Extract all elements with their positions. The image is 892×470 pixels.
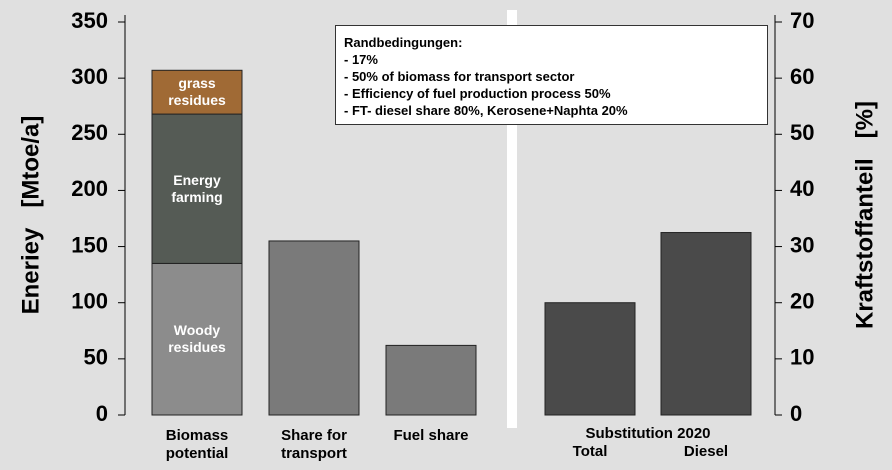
y-tick-label: 250	[71, 120, 108, 145]
y2-tick-label: 50	[790, 120, 814, 145]
x-tick-label: Share for transport	[269, 427, 359, 463]
annotation-line: - 17%	[344, 51, 767, 68]
x-tick-label: Biomass potential	[152, 427, 242, 463]
group-label: Substitution 2020	[545, 425, 751, 443]
y-tick-label: 0	[96, 401, 108, 426]
annotation-line: - FT- diesel share 80%, Kerosene+Naphta …	[344, 102, 767, 119]
x-tick-label: Fuel share	[386, 427, 476, 445]
y2-tick-label: 0	[790, 401, 802, 426]
y2-tick-label: 20	[790, 289, 814, 314]
annotation-line: - Efficiency of fuel production process …	[344, 85, 767, 102]
annotation-line: - 50% of biomass for transport sector	[344, 68, 767, 85]
y2-tick-label: 40	[790, 176, 814, 201]
chart: Eneriey [Mtoe/a] Kraftstoffanteil [%] 0 5…	[0, 0, 892, 470]
y2-axis-label: Kraftstoffanteil [%]	[851, 101, 878, 329]
bar	[661, 233, 751, 415]
segment-label: Woody residues	[152, 322, 242, 356]
segment-label: Energy farming	[152, 172, 242, 206]
y-tick-label: 200	[71, 176, 108, 201]
y-tick-label: 50	[84, 345, 108, 370]
y-tick-label: 350	[71, 8, 108, 33]
y-tick-label: 150	[71, 232, 108, 257]
y2-tick-label: 60	[790, 64, 814, 89]
y2-tick-label: 70	[790, 8, 814, 33]
bar	[269, 241, 359, 415]
annotation-box: Randbedingungen: - 17%- 50% of biomass f…	[335, 25, 768, 125]
bar	[386, 345, 476, 415]
annotation-title: Randbedingungen:	[344, 34, 767, 51]
x-tick-label: Diesel	[661, 443, 751, 461]
y2-tick-label: 30	[790, 232, 814, 257]
segment-label: grass residues	[152, 75, 242, 109]
y-tick-label: 300	[71, 64, 108, 89]
x-tick-label: Total	[545, 443, 635, 461]
y-axis-label: Eneriey [Mtoe/a]	[17, 116, 44, 315]
bar	[545, 303, 635, 415]
y2-tick-label: 10	[790, 345, 814, 370]
y-tick-label: 100	[71, 289, 108, 314]
